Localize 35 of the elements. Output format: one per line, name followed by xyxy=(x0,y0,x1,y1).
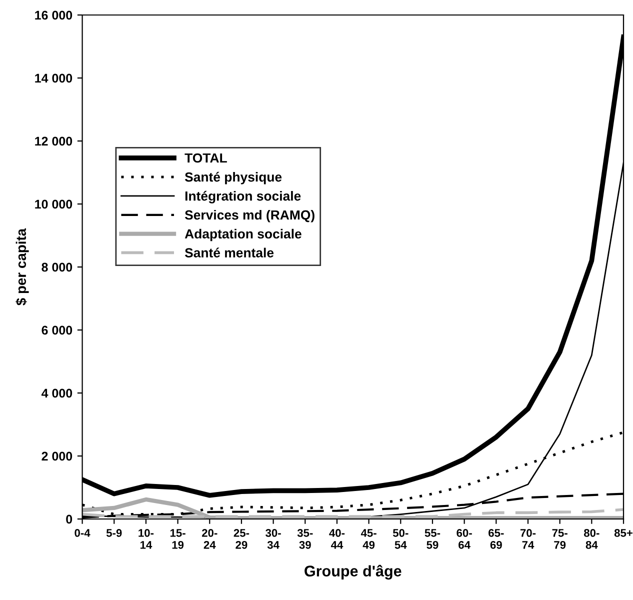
legend-label: Santé physique xyxy=(184,172,282,184)
x-tick-label: 55- 59 xyxy=(424,529,440,549)
x-tick-label: 5-9 xyxy=(106,529,122,537)
x-tick-label: 70- 74 xyxy=(520,529,536,549)
x-tick-label: 60- 64 xyxy=(456,529,472,549)
y-tick-label: 4 000 xyxy=(41,388,72,398)
x-tick-label: 35- 39 xyxy=(297,529,313,549)
legend-label: Adaptation sociale xyxy=(184,228,302,242)
x-tick-label: 50- 54 xyxy=(392,529,408,549)
x-tick-label: 75- 79 xyxy=(552,529,568,549)
x-tick-label: 0-4 xyxy=(74,529,90,537)
legend-label: Intégration sociale xyxy=(185,190,301,204)
y-tick-label: 8 000 xyxy=(42,262,72,272)
y-tick-label: 12 000 xyxy=(35,136,72,146)
x-tick-label: 10- 14 xyxy=(138,529,154,549)
y-axis-title: $ per capita xyxy=(16,228,29,306)
y-tick-label: 16 000 xyxy=(35,10,72,20)
x-axis-title: Groupe d'âge xyxy=(304,564,402,580)
x-tick-label: 40- 44 xyxy=(329,529,345,549)
x-tick-label: 25- 29 xyxy=(234,529,250,549)
legend-label: Santé mentale xyxy=(184,248,274,258)
x-tick-label: 20- 24 xyxy=(202,529,218,549)
x-tick-label: 30- 34 xyxy=(266,529,281,549)
x-tick-label: 85+ xyxy=(614,529,632,537)
x-tick-label: 15- 19 xyxy=(170,529,186,549)
legend-label: TOTAL xyxy=(184,153,227,163)
y-tick-label: 6 000 xyxy=(42,326,72,335)
legend-label: Services md (RAMQ) xyxy=(184,210,314,222)
x-tick-label: 65- 69 xyxy=(488,529,504,549)
y-tick-label: 2 000 xyxy=(42,452,72,461)
y-tick-label: 0 xyxy=(66,514,72,524)
x-tick-label: 80- 84 xyxy=(584,529,600,549)
y-tick-label: 14 000 xyxy=(35,74,72,83)
x-tick-label: 45- 49 xyxy=(360,529,376,549)
y-tick-label: 10 000 xyxy=(35,200,72,209)
